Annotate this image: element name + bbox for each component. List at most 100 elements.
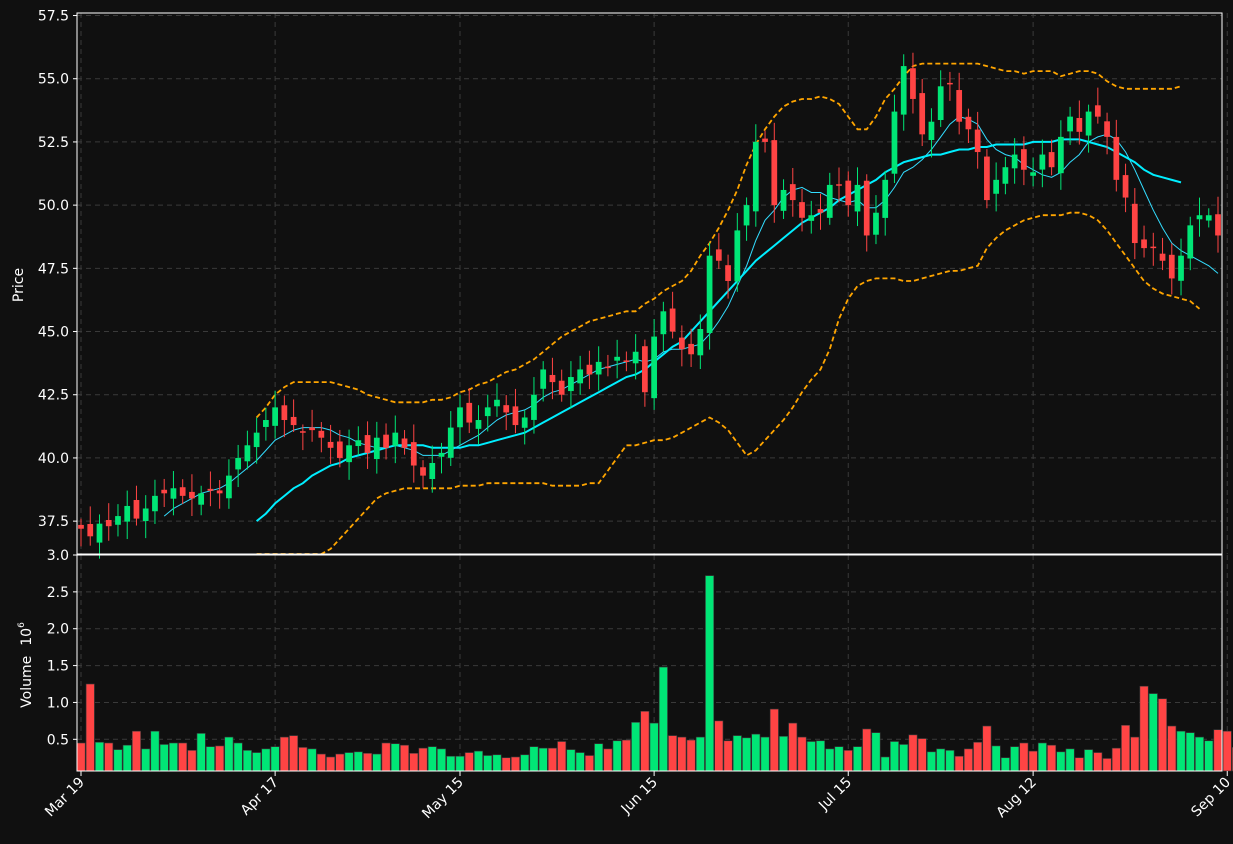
volume-bar xyxy=(668,735,678,772)
candle-body xyxy=(1187,225,1194,259)
volume-bar xyxy=(917,738,927,772)
candle-body xyxy=(752,141,759,212)
volume-bar xyxy=(1056,751,1066,772)
volume-bar xyxy=(205,746,215,772)
band-upper-line xyxy=(255,62,1182,419)
candle-body xyxy=(78,524,84,529)
candle-body xyxy=(272,407,278,426)
candle-body xyxy=(688,343,694,355)
volume-bar xyxy=(1111,747,1121,772)
candle-body xyxy=(142,508,149,522)
volume-tick-label: 1.5 xyxy=(47,659,69,675)
volume-axis-title: Volume xyxy=(19,656,35,708)
price-tick-label: 55.0 xyxy=(38,72,69,88)
candle-body xyxy=(309,427,315,431)
volume-bar xyxy=(122,744,132,772)
candle-body xyxy=(1122,175,1129,198)
volume-bar xyxy=(686,739,696,772)
volume-bar xyxy=(1047,744,1057,772)
volume-bar xyxy=(437,748,446,772)
candle-body xyxy=(216,490,223,494)
volume-bar xyxy=(899,744,909,772)
candle-body xyxy=(974,129,981,153)
candle-body xyxy=(1141,239,1147,249)
candle-body xyxy=(845,180,852,206)
volume-bar xyxy=(316,753,326,772)
candle-body xyxy=(447,427,454,458)
candle-body xyxy=(789,184,796,201)
volume-bar xyxy=(446,755,456,772)
candle-body xyxy=(910,68,916,99)
volume-bar xyxy=(575,752,585,772)
candle-body xyxy=(355,440,362,447)
volume-bar xyxy=(242,750,252,772)
candle-body xyxy=(133,500,140,519)
candle-body xyxy=(531,394,537,420)
ma-slow-line xyxy=(255,138,1182,522)
volume-bar xyxy=(973,741,983,772)
volume-bar xyxy=(196,733,206,772)
candle-body xyxy=(715,249,722,261)
price-tick-label: 50.0 xyxy=(38,198,69,214)
candle-body xyxy=(1002,167,1009,184)
volume-bar xyxy=(677,736,687,772)
candle-body xyxy=(965,116,972,130)
candle-body xyxy=(1011,154,1018,169)
candle-body xyxy=(521,417,528,428)
volume-axis-label: Volume 106 xyxy=(17,622,35,708)
volume-bar xyxy=(520,754,530,772)
volume-bar xyxy=(95,741,104,772)
candle-body xyxy=(429,462,436,480)
candle-body xyxy=(1048,152,1055,168)
volume-bar xyxy=(76,742,86,772)
volume-bar xyxy=(353,751,363,772)
volume-bar xyxy=(1084,749,1094,772)
volume-bar xyxy=(825,748,835,772)
candle-body xyxy=(1131,203,1138,244)
candle-body xyxy=(373,437,380,460)
candle-body xyxy=(152,495,158,512)
candle-body xyxy=(549,374,556,383)
volume-bar xyxy=(806,741,816,772)
volume-bar xyxy=(788,722,798,772)
volume-bar xyxy=(326,756,336,772)
candle-body xyxy=(919,93,926,135)
volume-bar xyxy=(1010,746,1020,772)
volume-bar xyxy=(159,744,169,772)
candle-body xyxy=(586,364,593,375)
volume-bar xyxy=(954,755,964,772)
price-panel-frame xyxy=(76,12,1223,555)
candle-body xyxy=(780,189,787,211)
candle-body xyxy=(706,255,713,333)
candle-body xyxy=(189,491,195,499)
volume-bar xyxy=(584,755,594,772)
candle-body xyxy=(392,432,399,446)
volume-bar xyxy=(252,752,262,772)
volume-bar xyxy=(945,750,955,772)
volume-bar xyxy=(344,752,354,772)
candle-body xyxy=(327,441,334,448)
volume-bar xyxy=(1204,740,1214,772)
volume-bar xyxy=(141,748,151,772)
volume-bar xyxy=(991,745,1001,772)
volume-bar xyxy=(862,728,872,772)
candle-body xyxy=(808,215,815,221)
volume-bar xyxy=(908,734,918,772)
candle-body xyxy=(401,438,408,448)
volume-bar xyxy=(215,745,225,772)
volume-bar xyxy=(779,736,788,772)
volume-bar xyxy=(936,748,946,772)
candle-body xyxy=(826,184,833,218)
candle-body xyxy=(891,111,898,174)
volume-bar xyxy=(390,743,400,772)
candle-body xyxy=(503,405,510,413)
candle-body xyxy=(595,361,602,375)
price-tick-label: 40.0 xyxy=(38,451,69,467)
candle-body xyxy=(235,457,242,470)
volume-bar xyxy=(1185,732,1195,772)
candle-body xyxy=(1168,254,1175,279)
volume-bar xyxy=(834,746,844,772)
candle-body xyxy=(96,523,103,543)
volume-bar xyxy=(168,742,178,772)
candle-body xyxy=(420,467,426,476)
